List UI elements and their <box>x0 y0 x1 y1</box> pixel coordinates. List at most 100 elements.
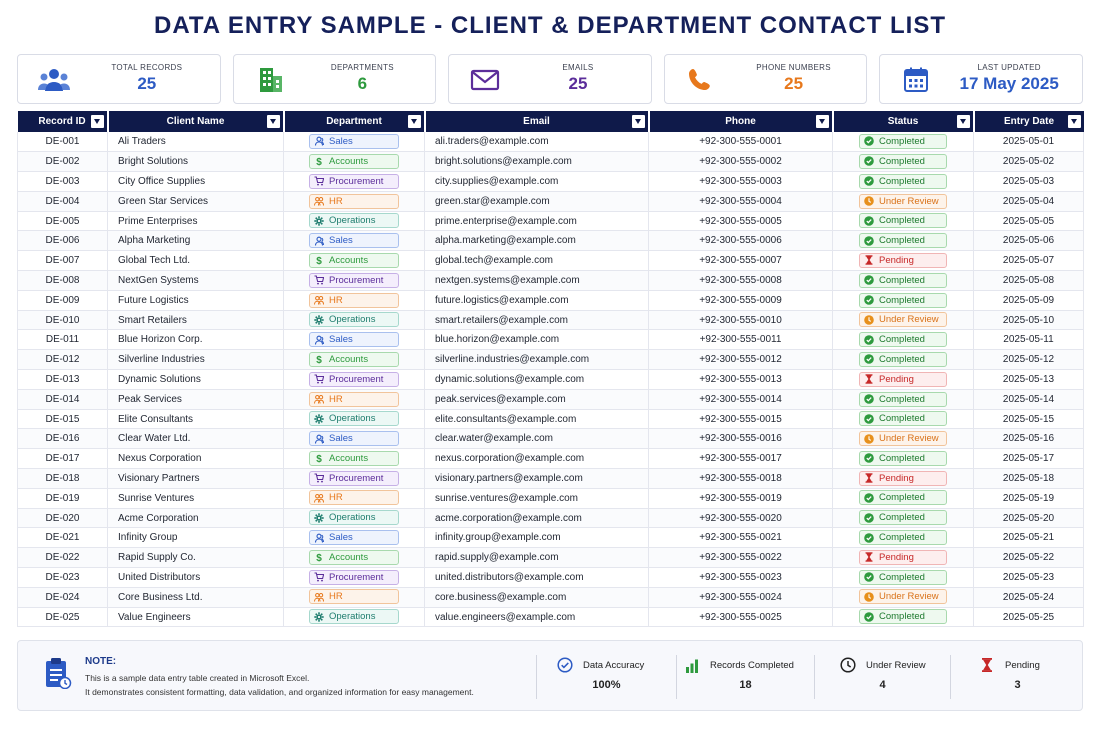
cell-email[interactable]: smart.retailers@example.com <box>424 310 649 331</box>
table-row[interactable]: DE-012 Silverline Industries $ Accounts silv… <box>17 349 1084 371</box>
cell-record-id[interactable]: DE-019 <box>17 488 108 509</box>
cell-email[interactable]: global.tech@example.com <box>424 250 649 272</box>
cell-phone[interactable]: +92-300-555-0010 <box>648 310 833 331</box>
cell-phone[interactable]: +92-300-555-0012 <box>648 349 833 371</box>
cell-status[interactable]: Completed <box>832 132 974 153</box>
table-row[interactable]: DE-008 NextGen Systems Procurement nextgen.… <box>17 270 1084 291</box>
cell-phone[interactable]: +92-300-555-0011 <box>648 329 833 351</box>
cell-record-id[interactable]: DE-017 <box>17 448 108 470</box>
cell-client-name[interactable]: Clear Water Ltd. <box>107 428 284 450</box>
cell-client-name[interactable]: Dynamic Solutions <box>107 369 284 390</box>
cell-phone[interactable]: +92-300-555-0008 <box>648 270 833 291</box>
cell-status[interactable]: Completed <box>832 211 974 232</box>
cell-phone[interactable]: +92-300-555-0016 <box>648 428 833 450</box>
cell-email[interactable]: future.logistics@example.com <box>424 290 649 311</box>
cell-client-name[interactable]: Sunrise Ventures <box>107 488 284 509</box>
cell-phone[interactable]: +92-300-555-0013 <box>648 369 833 390</box>
table-row[interactable]: DE-023 United Distributors Procurement unit… <box>17 567 1084 588</box>
table-row[interactable]: DE-017 Nexus Corporation $ Accounts nexus.co… <box>17 448 1084 470</box>
cell-entry-date[interactable]: 2025-05-16 <box>973 428 1084 450</box>
cell-record-id[interactable]: DE-003 <box>17 171 108 192</box>
cell-department[interactable]: HR <box>283 290 425 311</box>
cell-email[interactable]: ali.traders@example.com <box>424 132 649 153</box>
cell-email[interactable]: nexus.corporation@example.com <box>424 448 649 470</box>
cell-department[interactable]: HR <box>283 191 425 212</box>
cell-status[interactable]: Completed <box>832 270 974 291</box>
cell-client-name[interactable]: Infinity Group <box>107 527 284 549</box>
table-row[interactable]: DE-014 Peak Services HR peak.services@examp… <box>17 389 1084 410</box>
cell-client-name[interactable]: Green Star Services <box>107 191 284 212</box>
cell-client-name[interactable]: United Distributors <box>107 567 284 588</box>
cell-entry-date[interactable]: 2025-05-21 <box>973 527 1084 549</box>
cell-client-name[interactable]: Alpha Marketing <box>107 230 284 252</box>
cell-client-name[interactable]: Ali Traders <box>107 132 284 153</box>
table-row[interactable]: DE-020 Acme Corporation Operations acme.cor… <box>17 508 1084 529</box>
cell-client-name[interactable]: Global Tech Ltd. <box>107 250 284 272</box>
cell-entry-date[interactable]: 2025-05-05 <box>973 211 1084 232</box>
cell-status[interactable]: Pending <box>832 369 974 390</box>
cell-status[interactable]: Completed <box>832 527 974 549</box>
filter-dropdown-icon[interactable] <box>90 115 104 128</box>
cell-phone[interactable]: +92-300-555-0005 <box>648 211 833 232</box>
cell-entry-date[interactable]: 2025-05-20 <box>973 508 1084 529</box>
cell-client-name[interactable]: Elite Consultants <box>107 409 284 430</box>
cell-entry-date[interactable]: 2025-05-04 <box>973 191 1084 212</box>
cell-email[interactable]: clear.water@example.com <box>424 428 649 450</box>
cell-record-id[interactable]: DE-020 <box>17 508 108 529</box>
cell-entry-date[interactable]: 2025-05-25 <box>973 607 1084 628</box>
cell-entry-date[interactable]: 2025-05-22 <box>973 547 1084 569</box>
cell-client-name[interactable]: Blue Horizon Corp. <box>107 329 284 351</box>
cell-department[interactable]: Operations <box>283 508 425 529</box>
cell-record-id[interactable]: DE-012 <box>17 349 108 371</box>
table-row[interactable]: DE-002 Bright Solutions $ Accounts bright.so… <box>17 151 1084 173</box>
cell-department[interactable]: Sales <box>283 329 425 351</box>
cell-client-name[interactable]: Smart Retailers <box>107 310 284 331</box>
cell-record-id[interactable]: DE-001 <box>17 132 108 153</box>
column-header-status[interactable]: Status <box>832 111 975 132</box>
cell-status[interactable]: Completed <box>832 389 974 410</box>
cell-status[interactable]: Completed <box>832 488 974 509</box>
cell-entry-date[interactable]: 2025-05-24 <box>973 587 1084 608</box>
cell-status[interactable]: Completed <box>832 508 974 529</box>
cell-entry-date[interactable]: 2025-05-14 <box>973 389 1084 410</box>
column-header-entry-date[interactable]: Entry Date <box>973 111 1084 132</box>
cell-department[interactable]: Sales <box>283 230 425 252</box>
cell-email[interactable]: acme.corporation@example.com <box>424 508 649 529</box>
table-row[interactable]: DE-021 Infinity Group Sales infinity.group@… <box>17 527 1084 549</box>
cell-status[interactable]: Completed <box>832 607 974 628</box>
cell-phone[interactable]: +92-300-555-0015 <box>648 409 833 430</box>
cell-phone[interactable]: +92-300-555-0025 <box>648 607 833 628</box>
cell-phone[interactable]: +92-300-555-0014 <box>648 389 833 410</box>
cell-record-id[interactable]: DE-008 <box>17 270 108 291</box>
cell-email[interactable]: united.distributors@example.com <box>424 567 649 588</box>
cell-entry-date[interactable]: 2025-05-03 <box>973 171 1084 192</box>
cell-client-name[interactable]: Acme Corporation <box>107 508 284 529</box>
cell-entry-date[interactable]: 2025-05-23 <box>973 567 1084 588</box>
cell-client-name[interactable]: Rapid Supply Co. <box>107 547 284 569</box>
cell-department[interactable]: $ Accounts <box>283 547 425 569</box>
cell-status[interactable]: Completed <box>832 409 974 430</box>
cell-client-name[interactable]: Value Engineers <box>107 607 284 628</box>
cell-record-id[interactable]: DE-014 <box>17 389 108 410</box>
cell-department[interactable]: HR <box>283 389 425 410</box>
column-header-phone[interactable]: Phone <box>648 111 834 132</box>
cell-record-id[interactable]: DE-009 <box>17 290 108 311</box>
cell-department[interactable]: Operations <box>283 607 425 628</box>
table-row[interactable]: DE-013 Dynamic Solutions Procurement dynami… <box>17 369 1084 390</box>
cell-email[interactable]: city.supplies@example.com <box>424 171 649 192</box>
cell-client-name[interactable]: Future Logistics <box>107 290 284 311</box>
cell-department[interactable]: Procurement <box>283 270 425 291</box>
cell-email[interactable]: value.engineers@example.com <box>424 607 649 628</box>
filter-dropdown-icon[interactable] <box>815 115 829 128</box>
cell-record-id[interactable]: DE-011 <box>17 329 108 351</box>
cell-department[interactable]: Sales <box>283 428 425 450</box>
cell-entry-date[interactable]: 2025-05-15 <box>973 409 1084 430</box>
cell-department[interactable]: $ Accounts <box>283 151 425 173</box>
cell-email[interactable]: green.star@example.com <box>424 191 649 212</box>
cell-email[interactable]: elite.consultants@example.com <box>424 409 649 430</box>
cell-client-name[interactable]: Peak Services <box>107 389 284 410</box>
cell-record-id[interactable]: DE-005 <box>17 211 108 232</box>
cell-status[interactable]: Under Review <box>832 191 974 212</box>
cell-phone[interactable]: +92-300-555-0021 <box>648 527 833 549</box>
cell-status[interactable]: Completed <box>832 448 974 470</box>
